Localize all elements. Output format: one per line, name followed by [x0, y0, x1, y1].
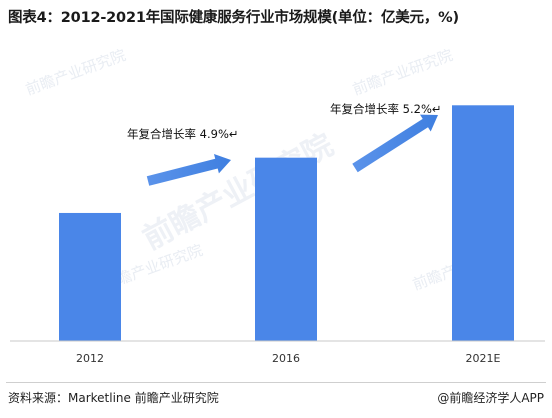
chart-title: 图表4：2012-2021年国际健康服务行业市场规模(单位：亿美元，%) [8, 10, 459, 26]
x-tick-label: 2021E [466, 352, 501, 365]
growth-arrow [146, 154, 231, 186]
bar-chart: 前瞻产业研究院前瞻产业研究院前瞻产业研究院前瞻产业研究院前瞻产业研究院 年复合增… [10, 46, 545, 365]
footer-divider [6, 382, 546, 383]
credit-note: @前瞻经济学人APP [437, 391, 544, 405]
cagr-annotation: 年复合增长率 5.2%↵ [330, 102, 442, 116]
growth-arrow [352, 114, 438, 173]
growth-arrows-group [146, 114, 438, 186]
bar-2021E [452, 105, 514, 341]
bars-group [59, 105, 514, 341]
cagr-annotation: 年复合增长率 4.9%↵ [127, 127, 239, 141]
annotations-group: 年复合增长率 4.9%↵ 年复合增长率 5.2%↵ [127, 102, 442, 141]
bar-2012 [59, 212, 121, 341]
x-tick-label: 2012 [76, 352, 104, 365]
footer: 资料来源：Marketline 前瞻产业研究院 @前瞻经济学人APP [0, 382, 552, 412]
x-tick-label: 2016 [272, 352, 300, 365]
source-note: 资料来源：Marketline 前瞻产业研究院 [8, 391, 219, 405]
x-tick-labels: 2012 2016 2021E [76, 352, 501, 365]
bar-2016 [255, 157, 317, 341]
watermark-text: 前瞻产业研究院 [350, 46, 455, 99]
watermark-text: 前瞻产业研究院 [23, 46, 128, 99]
